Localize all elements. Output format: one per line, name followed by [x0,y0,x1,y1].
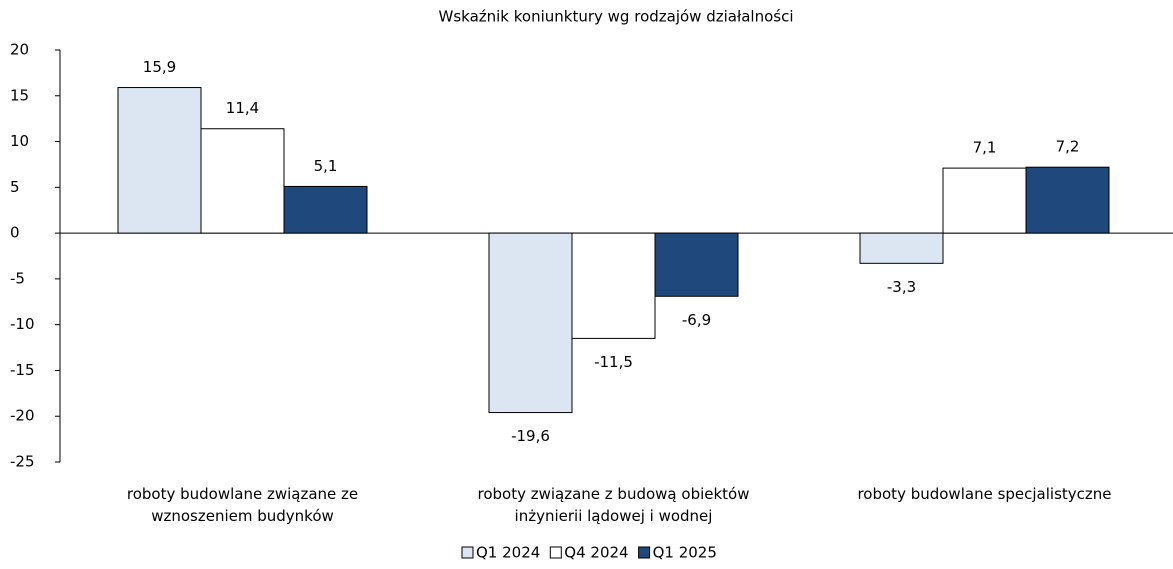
bar [117,87,202,234]
bar [200,128,285,234]
bar [571,232,656,339]
bar [942,167,1027,234]
data-label: 7,2 [1056,138,1080,156]
y-tick-label: -25 [10,453,35,471]
y-tick-label: 20 [10,41,29,59]
bar [283,185,368,234]
y-tick-label: 0 [10,224,20,242]
y-tick-label: -5 [10,269,25,287]
data-label: -6,9 [682,311,711,329]
bar [488,232,573,414]
legend-label: Q4 2024 [564,544,628,562]
legend-label: Q1 2025 [653,544,717,562]
data-label: 15,9 [143,58,176,76]
legend-label: Q1 2024 [476,544,540,562]
data-label: -11,5 [594,353,633,371]
data-label: -19,6 [511,427,550,445]
bar [654,232,739,297]
legend-swatch [549,546,562,559]
legend-swatch [638,546,651,559]
data-label: 7,1 [973,139,997,157]
y-tick-label: 10 [10,132,29,150]
y-tick-label: -20 [10,407,35,425]
x-tick-label: roboty budowlane specjalistyczne [857,485,1111,503]
bar [859,232,944,264]
y-tick-label: 15 [10,86,29,104]
x-tick-label: roboty związane z budową obiektów inżynie… [477,485,749,525]
bar [1025,166,1110,234]
data-label: 5,1 [314,157,338,175]
x-tick-label: roboty budowlane związane ze wznoszeniem … [127,485,358,525]
data-label: 11,4 [226,99,259,117]
chart-title: Wskaźnik koniunktury wg rodzajów działal… [439,8,794,26]
y-tick-label: 5 [10,178,20,196]
y-tick-label: -15 [10,361,35,379]
legend-swatch [461,546,474,559]
y-tick-label: -10 [10,315,35,333]
data-label: -3,3 [887,278,916,296]
